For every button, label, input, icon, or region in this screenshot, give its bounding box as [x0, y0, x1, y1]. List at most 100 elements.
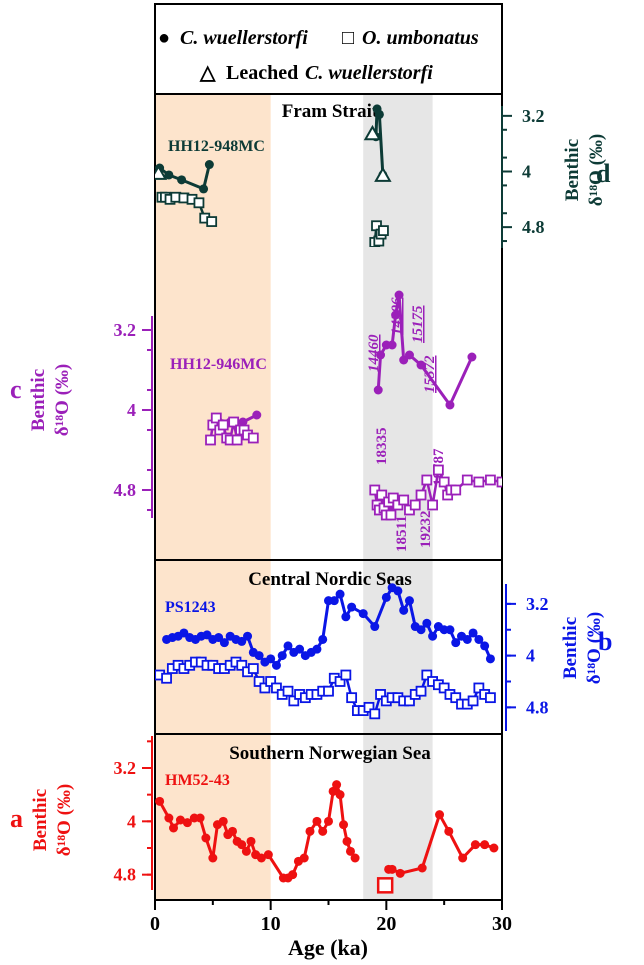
- y-tick-label-c: 4: [127, 400, 136, 420]
- data-point-circle: [485, 654, 495, 664]
- data-point-square: [206, 216, 218, 227]
- ann-19232: 19232: [418, 511, 434, 549]
- data-point-triangle: [363, 124, 382, 141]
- core-label-d: HH12-948MC: [168, 138, 265, 155]
- data-point-circle: [214, 633, 224, 643]
- data-point-circle: [489, 843, 499, 853]
- data-point-square: [378, 225, 389, 237]
- series-line-a-circle: [388, 813, 495, 875]
- data-point-square: [271, 682, 282, 694]
- data-point-circle: [332, 780, 342, 790]
- data-point-circle: [252, 410, 262, 420]
- data-point-square: [438, 476, 450, 488]
- data-point-circle: [204, 160, 214, 170]
- legend: ● C. wuellerstorfi □ O. umbonatus △ Leac…: [158, 27, 479, 84]
- series-c-square: [205, 412, 502, 521]
- fram-strait-title: Fram Strait: [282, 101, 379, 122]
- data-point-square: [485, 474, 496, 486]
- data-point-circle: [164, 170, 174, 180]
- data-point-circle: [277, 651, 287, 661]
- data-point-circle: [299, 853, 309, 863]
- data-point-circle: [169, 823, 179, 833]
- y-tick-label-d: 3.2: [522, 106, 545, 126]
- series-d-triangle: [155, 124, 392, 182]
- data-point-circle: [318, 826, 328, 836]
- data-point-square: [231, 434, 243, 446]
- data-point-circle: [395, 868, 405, 878]
- data-point-square: [496, 476, 502, 488]
- data-point-circle: [199, 184, 209, 194]
- y-tick-label-a: 4.8: [114, 865, 137, 885]
- data-point-circle: [155, 796, 165, 806]
- legend-c-wuellerstorfi: C. wuellerstorfi: [180, 27, 308, 49]
- data-point-square: [193, 197, 205, 209]
- data-point-circle: [451, 638, 461, 648]
- data-point-square: [415, 489, 427, 501]
- panel-letter-a: a: [10, 804, 23, 833]
- data-point-circle: [241, 846, 251, 856]
- y-tick-label-c: 4.8: [114, 480, 137, 500]
- y-axis-d: 3.2 4 4.8: [501, 106, 545, 248]
- data-point-circle: [417, 863, 427, 873]
- x-ticks: 0 10 20 30: [150, 900, 512, 935]
- y-tick-label-a: 3.2: [114, 758, 137, 778]
- data-point-circle: [399, 605, 409, 615]
- y-tick-label-a: 4: [127, 811, 136, 831]
- holocene-shading: [155, 94, 271, 900]
- data-point-square: [473, 682, 485, 694]
- data-point-circle: [387, 340, 397, 350]
- legend-leached-species: C. wuellerstorfi: [305, 62, 433, 84]
- series-d-square: [156, 191, 389, 247]
- data-point-circle: [347, 602, 357, 612]
- data-point-circle: [391, 310, 401, 320]
- data-point-square: [409, 499, 421, 511]
- data-point-square: [404, 695, 415, 707]
- data-point-circle: [350, 853, 360, 863]
- x-tick-label: 20: [376, 913, 396, 935]
- data-point-circle: [467, 352, 477, 362]
- ann-15175: 15175: [410, 305, 426, 343]
- data-point-triangle: [155, 164, 168, 180]
- data-point-circle: [208, 853, 218, 863]
- y-axis-b: 3.2 4 4.8: [505, 584, 549, 731]
- legend-o-umbonatus: O. umbonatus: [362, 27, 479, 49]
- panel-letter-b: b: [598, 627, 612, 656]
- data-point-circle: [370, 622, 380, 632]
- x-axis: 0 10 20 30 Age (ka): [150, 900, 512, 960]
- legend-circle-symbol: ●: [158, 27, 170, 49]
- y-tick-label-b: 3.2: [526, 594, 549, 614]
- axes-layer: 3.2 4 4.8 3.2 4 4.8 3.2 4 4.8 3.2 4 4.8: [114, 106, 549, 890]
- series-a-circle: [155, 780, 499, 883]
- series-group-a: [155, 780, 499, 894]
- data-point-square: [438, 682, 450, 694]
- data-point-circle: [445, 400, 455, 410]
- data-point-square: [363, 701, 375, 713]
- data-point-square: [340, 669, 352, 681]
- data-point-circle: [404, 596, 414, 606]
- data-point-square: [334, 676, 346, 687]
- data-point-circle: [416, 625, 426, 635]
- data-point-circle: [470, 840, 480, 850]
- y-axis-c: 3.2 4 4.8: [114, 316, 153, 518]
- data-point-circle: [182, 818, 192, 828]
- data-point-circle: [428, 631, 438, 641]
- data-point-circle: [404, 350, 414, 360]
- legend-triangle-symbol: △: [199, 62, 216, 84]
- data-point-circle: [345, 846, 355, 856]
- data-point-circle: [335, 790, 345, 800]
- data-point-square: [461, 474, 473, 486]
- data-point-circle: [422, 618, 432, 628]
- y-tick-label-d: 4.8: [522, 217, 545, 237]
- data-point-square: [398, 494, 410, 506]
- data-point-square: [485, 692, 496, 704]
- data-point-circle: [243, 631, 253, 641]
- series-d-circle: [155, 104, 388, 194]
- data-point-circle: [462, 634, 472, 644]
- data-point-square: [236, 659, 248, 671]
- data-point-circle: [342, 836, 352, 846]
- y-tick-label-b: 4: [526, 646, 535, 666]
- southern-norwegian-title: Southern Norwegian Sea: [229, 743, 431, 764]
- y-tick-label-d: 4: [522, 162, 531, 182]
- data-point-circle: [318, 634, 328, 644]
